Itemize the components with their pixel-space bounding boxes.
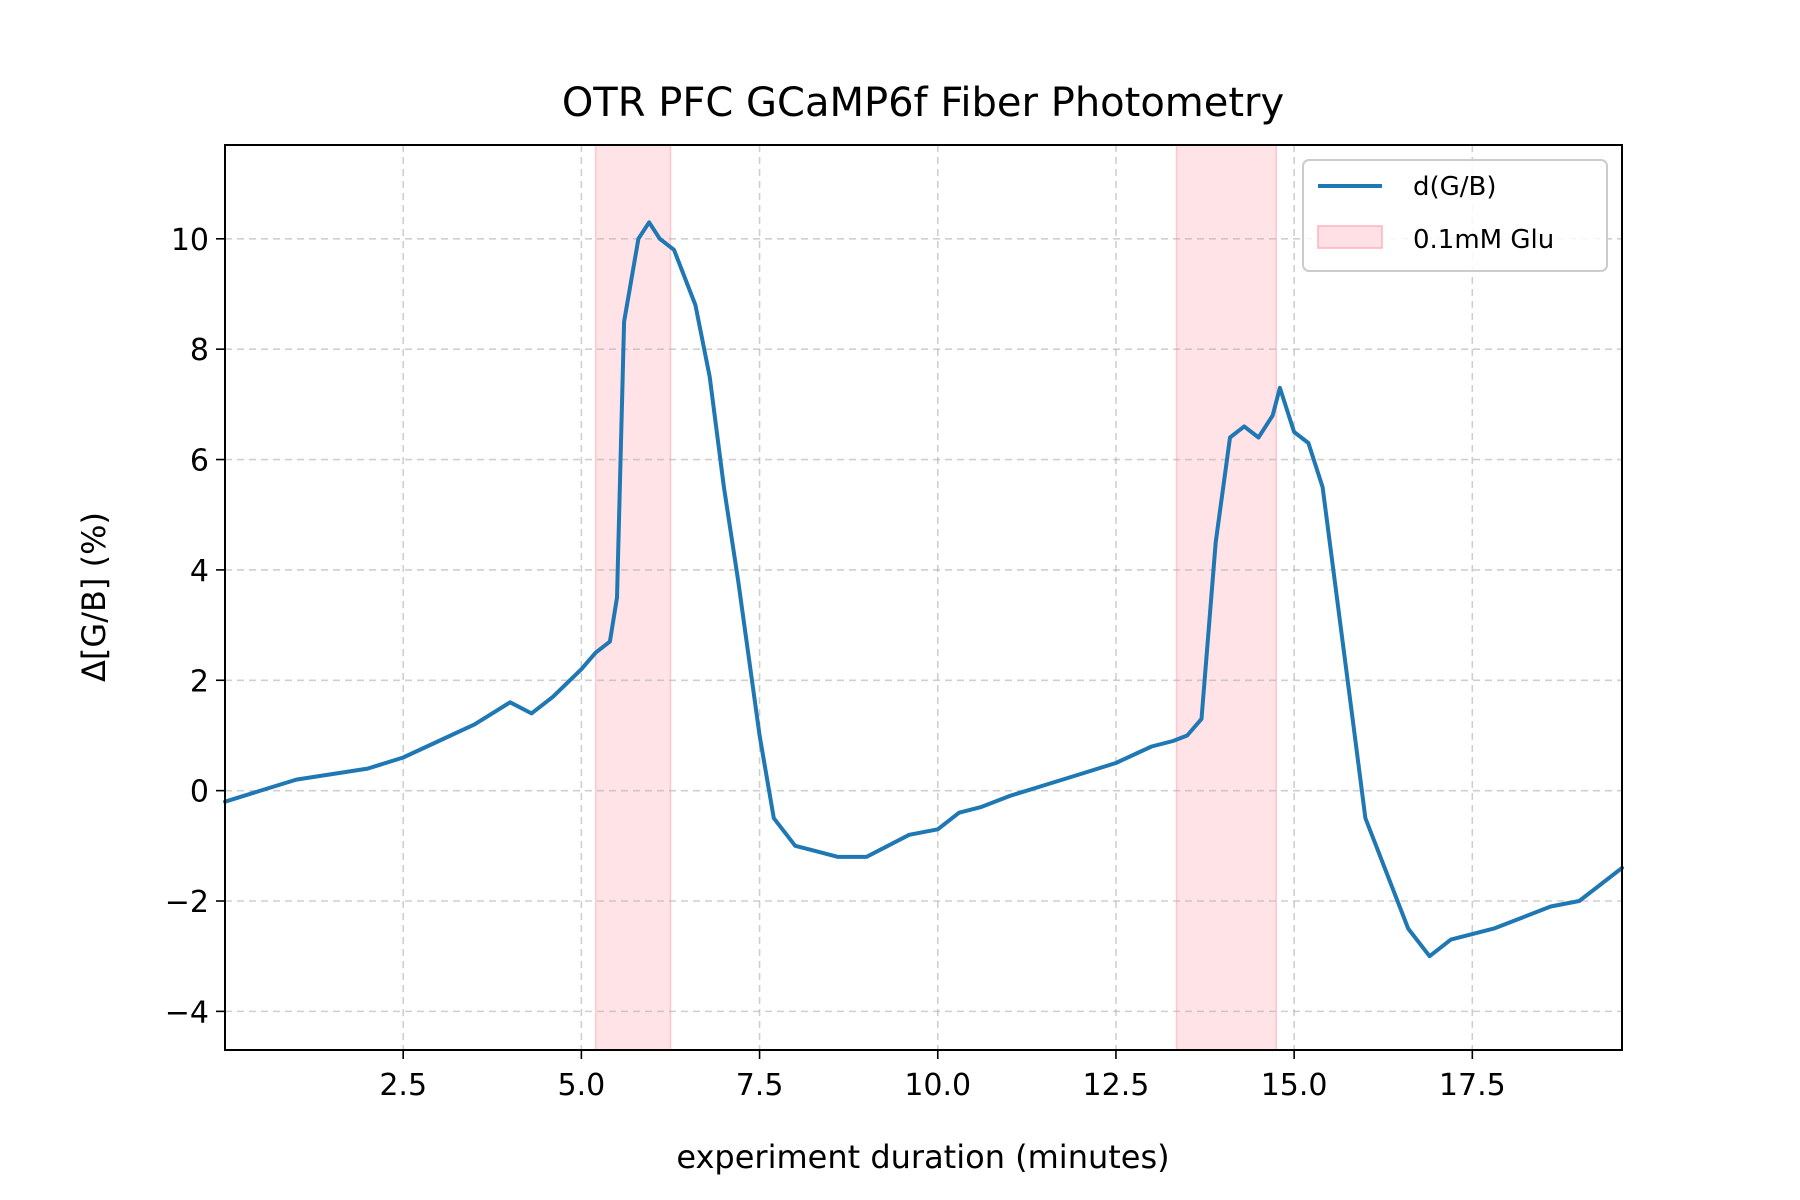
plot-frame [224,144,1623,1051]
series-line-0 [223,220,1624,959]
glu-region-2 [1175,144,1278,1051]
y-axis-label: Δ[G/B] (%) [75,512,113,682]
x-tick-label: 12.5 [1083,1068,1150,1103]
x-tick-label: 7.5 [736,1068,784,1103]
y-tick-label: 4 [190,554,209,589]
x-axis-ticks: 2.5 5.0 7.5 10.0 12.5 15.0 17.5 [379,1050,1506,1103]
y-tick-label: 2 [190,664,209,699]
y-axis-ticks: −4 −2 0 2 4 6 8 10 [165,223,225,1030]
grid-lines [225,145,1622,1050]
series-layer [223,220,1624,959]
x-tick-label: 17.5 [1439,1068,1506,1103]
y-tick-label: 6 [190,444,209,479]
y-tick-label: 8 [190,333,209,368]
x-tick-label: 10.0 [904,1068,971,1103]
legend-patch-swatch [1317,225,1383,249]
glu-region-1 [594,144,672,1051]
y-tick-label: 0 [190,775,209,810]
y-tick-label: 10 [171,223,209,258]
glu-shaded-regions [594,144,1278,1051]
legend-label-shade: 0.1mM Glu [1413,225,1554,255]
y-tick-label: −2 [165,885,209,920]
x-tick-label: 5.0 [558,1068,606,1103]
x-tick-label: 2.5 [379,1068,427,1103]
legend-label-series: d(G/B) [1413,172,1497,202]
chart-title: OTR PFC GCaMP6f Fiber Photometry [562,80,1284,126]
x-tick-label: 15.0 [1261,1068,1328,1103]
y-tick-label: −4 [165,995,209,1030]
x-axis-label: experiment duration (minutes) [676,1138,1169,1176]
legend: d(G/B) 0.1mM Glu [1302,159,1608,272]
